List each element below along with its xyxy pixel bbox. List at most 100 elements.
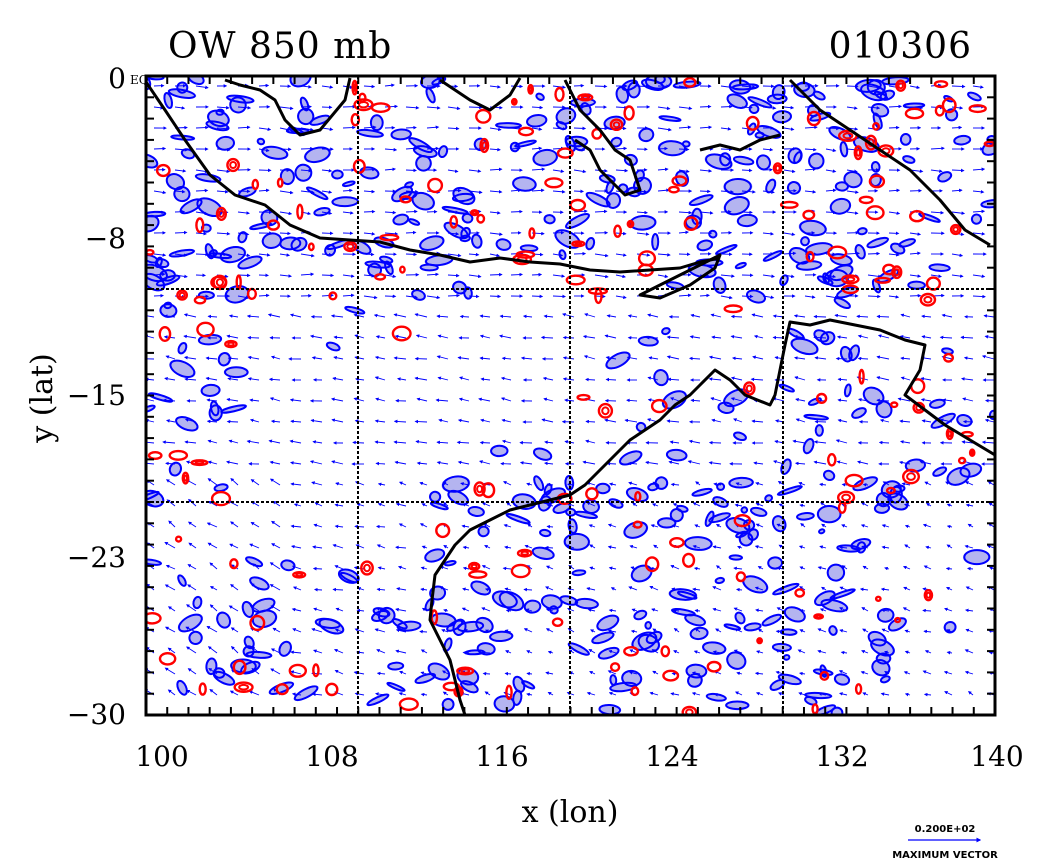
wind-vector	[501, 439, 512, 444]
wind-vector	[594, 274, 609, 279]
wind-vector	[951, 274, 964, 278]
wind-vector	[562, 377, 575, 381]
wind-vector	[195, 85, 209, 90]
wind-vector	[312, 545, 323, 549]
wind-vector	[247, 377, 260, 381]
wind-vector	[594, 253, 609, 258]
wind-vector	[666, 419, 680, 423]
wind-vector	[531, 146, 543, 151]
wind-vector	[861, 502, 869, 507]
wind-vector	[607, 523, 617, 528]
wind-vector	[846, 106, 858, 110]
wind-vector	[754, 545, 764, 549]
map-title: OW 850 mb	[168, 26, 393, 67]
wind-vector	[741, 85, 756, 89]
ow-shade-patch	[567, 642, 591, 656]
wind-vector	[405, 209, 418, 214]
wind-vector	[584, 313, 596, 318]
wind-vector	[334, 524, 344, 529]
y-tick-label: 0	[108, 62, 126, 95]
ow-shade-patch	[490, 445, 509, 457]
wind-vector	[670, 482, 680, 487]
ow-shade-patch	[300, 96, 309, 112]
wind-vector	[500, 376, 512, 381]
wind-vector	[268, 377, 281, 382]
wind-vector	[258, 83, 270, 88]
wind-vector	[909, 85, 921, 90]
wind-vector	[984, 418, 995, 423]
wind-vector	[846, 211, 859, 215]
wind-vector	[405, 168, 417, 173]
y-tick-labels: 0 −8 −15 −23 −30	[67, 62, 126, 731]
wind-vector	[734, 503, 743, 508]
ow-shade-patch	[843, 171, 863, 189]
wind-vector	[552, 253, 564, 257]
wind-vector	[531, 272, 543, 277]
wind-vector	[909, 274, 922, 278]
wind-vector	[678, 210, 693, 215]
ow-shade-patch	[638, 127, 655, 142]
wind-vector	[689, 356, 701, 361]
wind-vector	[457, 460, 470, 465]
wind-vector	[468, 169, 482, 173]
wind-vector	[226, 397, 239, 402]
wind-vector	[377, 482, 386, 487]
wind-vector	[730, 397, 743, 402]
wind-vector	[860, 524, 869, 528]
ow-shade-patch	[900, 133, 912, 146]
wind-vector	[501, 418, 512, 423]
wind-vector	[436, 440, 449, 445]
wind-vector	[207, 460, 218, 465]
wind-vector	[720, 295, 733, 300]
wind-vector	[195, 231, 207, 236]
wind-vector	[290, 419, 302, 424]
wind-vector	[332, 544, 344, 549]
wind-vector	[168, 520, 176, 528]
wind-vector	[753, 461, 764, 465]
wind-vector	[841, 524, 848, 528]
wind-vector	[762, 274, 775, 278]
wind-vector	[819, 482, 827, 487]
wind-vector	[289, 398, 302, 402]
wind-vector	[636, 232, 650, 236]
ow-shade-patch	[555, 107, 577, 125]
ow-shade-patch	[168, 249, 196, 257]
ow-shade-patch	[585, 192, 611, 208]
wind-vector	[884, 566, 890, 571]
wind-vector	[314, 587, 323, 592]
wind-vector	[355, 544, 365, 549]
wind-vector	[972, 190, 985, 194]
wind-vector	[983, 314, 995, 318]
wind-vector	[216, 231, 231, 236]
wind-vector	[334, 503, 344, 507]
ow-shade-patch	[443, 221, 469, 240]
reference-vector-legend: 0.200E+02 MAXIMUM VECTOR	[892, 824, 998, 861]
wind-vector	[540, 335, 554, 340]
ow-shade-patch	[177, 574, 187, 587]
wind-vector	[951, 84, 966, 89]
wind-vector	[310, 418, 323, 423]
wind-vector	[573, 126, 587, 131]
ow-shade-patch	[442, 698, 455, 711]
wind-vector	[753, 334, 764, 339]
ow-shade-patch	[756, 154, 771, 171]
ow-shade-patch	[683, 536, 713, 551]
ow-shade-patch	[200, 384, 221, 397]
wind-vector	[951, 168, 965, 173]
wind-vector	[608, 566, 617, 571]
wind-vector	[272, 500, 281, 507]
wind-vector	[416, 397, 428, 402]
wind-vector	[321, 127, 334, 131]
wind-vector	[270, 419, 281, 424]
wind-vector	[919, 460, 932, 465]
ow-positive-contour	[352, 83, 357, 92]
ow-shade-patch	[540, 594, 563, 610]
wind-vector	[342, 274, 355, 278]
wind-vector	[312, 566, 323, 571]
wind-vector	[230, 477, 239, 486]
wind-vector	[271, 543, 281, 549]
wind-vector	[737, 545, 743, 550]
wind-vector	[798, 482, 806, 486]
wind-vector	[146, 461, 155, 466]
